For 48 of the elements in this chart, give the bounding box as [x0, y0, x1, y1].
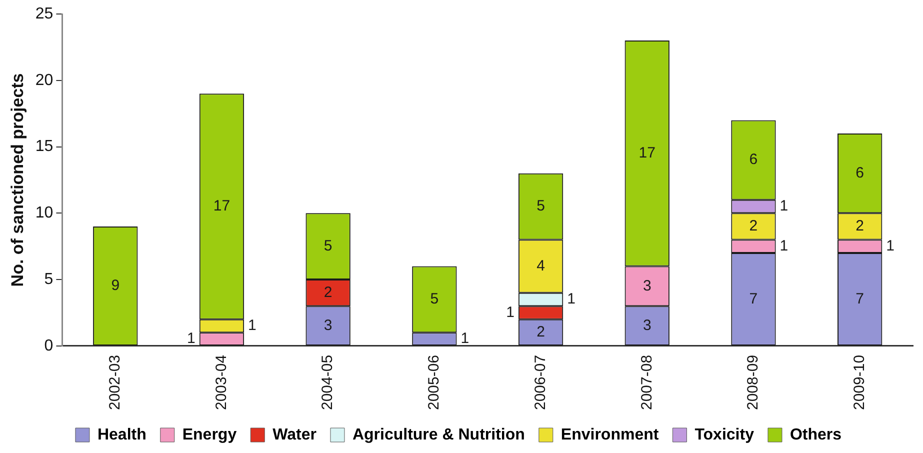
legend-label: Others	[790, 426, 842, 444]
data-label: 1	[460, 330, 470, 348]
data-label: 1	[886, 238, 894, 255]
y-tick-label: 20	[35, 72, 54, 89]
y-tick-label: 5	[44, 270, 54, 288]
data-label: 7	[856, 290, 864, 308]
data-label: 4	[536, 257, 545, 274]
x-tick-label: 2007-08	[638, 354, 656, 410]
legend-label: Agriculture & Nutrition	[352, 426, 525, 444]
data-label: 2	[536, 324, 545, 341]
x-tick-label: 2004-05	[319, 354, 336, 410]
x-tick-label: 2008-09	[744, 354, 762, 410]
legend-label: Environment	[560, 426, 660, 444]
x-tick-label: 2005-06	[426, 354, 443, 410]
data-label: 2	[749, 218, 758, 235]
legend-label: Water	[272, 426, 316, 444]
legend-label: Toxicity	[694, 426, 754, 444]
data-label: 5	[430, 290, 439, 308]
y-tick-label: 25	[35, 5, 54, 22]
data-label: 3	[642, 316, 652, 334]
y-tick-label: 10	[35, 204, 54, 222]
data-label: 6	[856, 164, 864, 182]
data-label: 1	[567, 290, 576, 308]
data-label: 1	[187, 330, 196, 348]
y-tick-label: 0	[44, 337, 54, 354]
data-label: 17	[638, 144, 656, 162]
data-label: 5	[536, 198, 545, 215]
legend-label: Energy	[182, 426, 237, 444]
x-tick-label: 2003-04	[212, 354, 230, 410]
data-label: 6	[749, 151, 758, 168]
y-axis-title: No. of sanctioned projects	[8, 73, 27, 287]
data-label: 1	[248, 317, 256, 334]
data-label: 7	[749, 290, 758, 308]
x-tick-label: 2009-10	[850, 354, 868, 410]
data-label: 1	[780, 198, 788, 215]
data-label: 1	[506, 304, 514, 321]
data-label: 2	[324, 284, 332, 301]
data-label: 3	[324, 316, 332, 334]
data-label: 2	[856, 218, 864, 235]
data-label: 9	[111, 277, 120, 294]
y-tick-label: 15	[35, 138, 54, 156]
data-label: 17	[213, 198, 230, 215]
x-tick-label: 2006-07	[532, 354, 549, 410]
legend-label: Health	[97, 426, 146, 444]
data-label: 5	[324, 238, 332, 255]
data-label: 1	[780, 238, 788, 255]
x-tick-label: 2002-03	[106, 354, 124, 410]
data-label: 3	[642, 277, 652, 294]
